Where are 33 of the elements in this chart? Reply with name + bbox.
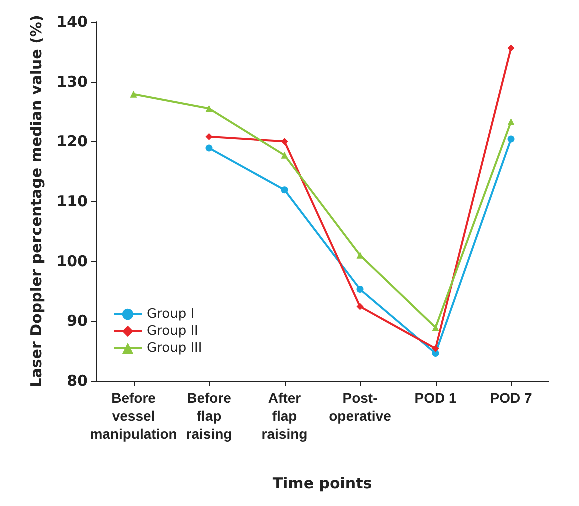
y-tick-label: 130 (56, 72, 88, 91)
point (356, 303, 364, 310)
point (432, 350, 440, 357)
point (206, 133, 213, 140)
y-tick-label: 100 (56, 252, 88, 270)
y-tick-label: 80 (67, 372, 88, 390)
x-tick-label: Before flap raising (186, 390, 232, 442)
x-tick-label: Post- operative (329, 390, 392, 424)
point (356, 286, 364, 293)
point (508, 136, 515, 143)
y-tick-label: 110 (56, 192, 88, 210)
point (432, 345, 440, 352)
y-tick-label: 90 (67, 312, 88, 330)
y-tick-label: 140 (56, 13, 88, 31)
point (130, 90, 138, 98)
x-axis-title: Time points (272, 474, 372, 492)
y-axis-title: Laser Doppler percentage median value (%) (28, 15, 46, 388)
point (206, 144, 213, 152)
point (508, 118, 515, 126)
point (206, 105, 213, 112)
x-tick-label: POD 1 (414, 390, 457, 406)
point (508, 44, 515, 52)
point (281, 186, 288, 194)
legend-label: Group I (147, 307, 195, 322)
point (281, 138, 288, 146)
x-tick-label: After flap raising (262, 390, 308, 442)
x-tick-label: Before vessel manipulation (90, 390, 178, 442)
point (281, 152, 288, 159)
y-tick-label: 120 (56, 132, 88, 151)
x-tick-label: POD 7 (490, 390, 532, 406)
legend-label: Group II (147, 324, 198, 339)
point (432, 324, 440, 332)
legend-label: Group III (147, 341, 202, 356)
